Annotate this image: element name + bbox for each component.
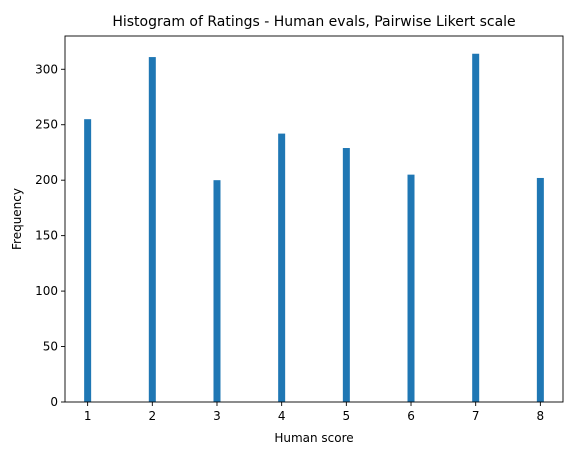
y-tick-label: 150 [35,229,58,243]
plot-frame [64,35,564,403]
x-tick-label: 7 [472,409,480,423]
bar-score-5 [342,148,350,402]
x-tick-label: 5 [343,409,351,423]
bar-score-7 [472,53,480,402]
y-axis-label: Frequency [10,188,24,250]
bars-group [84,53,544,403]
x-tick-label: 3 [213,409,221,423]
bar-score-3 [213,180,221,402]
y-tick-label: 300 [35,62,58,76]
y-axis-ticks: 0 50 100 150 200 250 300 [35,62,65,409]
x-axis-label: Human score [274,431,353,445]
bar-score-2 [148,57,156,402]
y-tick-label: 100 [35,284,58,298]
bar-score-6 [407,174,415,402]
y-tick-label: 0 [50,395,58,409]
x-tick-label: 4 [278,409,286,423]
bar-score-8 [536,177,544,402]
x-tick-label: 6 [407,409,415,423]
chart-title: Histogram of Ratings - Human evals, Pair… [112,14,515,30]
y-tick-label: 50 [43,340,58,354]
x-tick-label: 2 [148,409,156,423]
y-tick-label: 200 [35,173,58,187]
x-axis-ticks: 1 2 3 4 5 6 7 8 [84,402,544,423]
y-tick-label: 250 [35,118,58,132]
x-tick-label: 1 [84,409,92,423]
bar-score-4 [278,133,286,402]
x-tick-label: 8 [537,409,545,423]
bar-score-1 [84,119,92,403]
